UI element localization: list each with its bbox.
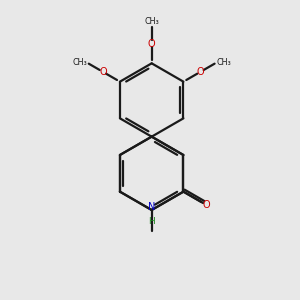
Text: O: O — [203, 200, 211, 210]
Text: O: O — [148, 39, 155, 49]
Text: H: H — [148, 217, 155, 226]
Text: CH₃: CH₃ — [73, 58, 87, 67]
Text: CH₃: CH₃ — [216, 58, 231, 67]
Text: O: O — [99, 67, 107, 77]
Text: N: N — [148, 202, 155, 212]
Text: CH₃: CH₃ — [144, 17, 159, 26]
Text: O: O — [196, 67, 204, 77]
